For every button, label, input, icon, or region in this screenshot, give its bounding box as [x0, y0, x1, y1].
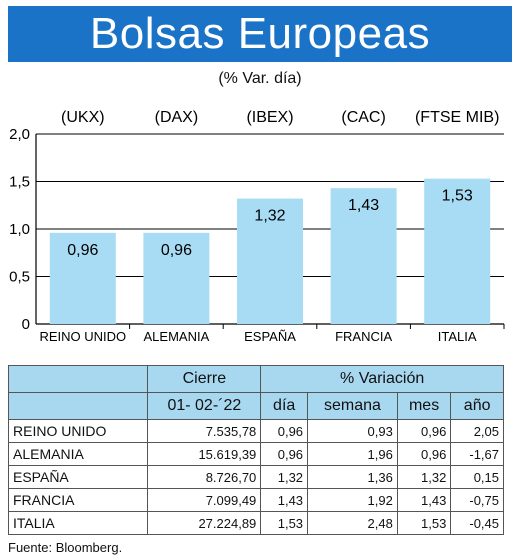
row-name: FRANCIA: [7, 488, 149, 512]
row-dia: 0,96: [260, 442, 309, 466]
row-name: ITALIA: [7, 511, 149, 535]
x-category-label: ALEMANIA: [144, 329, 210, 344]
index-label: (UKX): [61, 109, 105, 126]
table-corner: [7, 365, 149, 393]
index-label: (FTSE MIB): [415, 109, 499, 126]
row-name: ALEMANIA: [7, 442, 149, 466]
table-group-header-row: Cierre % Variación: [7, 365, 504, 393]
row-ano: 2,05: [450, 419, 504, 443]
row-semana: 0,93: [307, 419, 398, 443]
column-header-dia: día: [260, 392, 309, 420]
table-column-header-row: 01- 02-´22 día semana mes año: [7, 392, 504, 420]
table-row: REINO UNIDO 7.535,78 0,96 0,93 0,96 2,05: [7, 419, 504, 443]
bar-value-label: 0,96: [161, 242, 192, 259]
table-row: ITALIA 27.224,89 1,53 2,48 1,53 -0,45: [7, 511, 504, 535]
row-ano: -0,45: [450, 511, 504, 535]
x-category-label: ESPAÑA: [244, 329, 296, 344]
y-tick-label: 0,5: [9, 269, 30, 286]
row-cierre: 7.535,78: [147, 419, 262, 443]
bar-value-label: 0,96: [67, 242, 98, 259]
row-semana: 1,92: [307, 488, 398, 512]
chart-title: Bolsas Europeas: [89, 9, 431, 58]
table-row: ESPAÑA 8.726,70 1,32 1,36 1,32 0,15: [7, 465, 504, 489]
column-header-mes: mes: [396, 392, 452, 420]
y-tick-label: 1,0: [9, 221, 30, 238]
index-label: (CAC): [341, 109, 385, 126]
bar-chart: 0 0,5 1,0 1,5 2,0 0,96 REINO UNIDO (UKX) 0,96 ALE…: [9, 109, 505, 344]
title-banner: Bolsas Europeas: [8, 6, 512, 62]
row-mes: 0,96: [396, 419, 452, 443]
chart-subtitle: (% Var. día): [218, 70, 302, 87]
row-dia: 0,96: [260, 419, 309, 443]
row-ano: -1,67: [450, 442, 504, 466]
column-header-semana: semana: [307, 392, 398, 420]
row-name: ESPAÑA: [7, 465, 149, 489]
bar: [49, 232, 116, 324]
bar: [330, 188, 397, 324]
row-semana: 1,36: [307, 465, 398, 489]
row-mes: 1,32: [396, 465, 452, 489]
group-header-variacion: % Variación: [260, 365, 504, 393]
index-label: (IBEX): [246, 109, 293, 126]
row-dia: 1,43: [260, 488, 309, 512]
row-cierre: 27.224,89: [147, 511, 262, 535]
bar-value-label: 1,43: [348, 197, 379, 214]
source-note: Fuente: Bloomberg.: [8, 540, 123, 555]
column-header-date: 01- 02-´22: [147, 392, 262, 420]
row-ano: -0,75: [450, 488, 504, 512]
bar: [237, 198, 303, 324]
x-category-label: ITALIA: [438, 329, 477, 344]
table-row: ALEMANIA 15.619,39 0,96 1,96 0,96 -1,67: [7, 442, 504, 466]
row-name: REINO UNIDO: [7, 419, 149, 443]
row-mes: 0,96: [396, 442, 452, 466]
row-ano: 0,15: [450, 465, 504, 489]
index-label: (DAX): [155, 109, 199, 126]
bar-value-label: 1,53: [442, 188, 473, 205]
table-row: FRANCIA 7.099,49 1,43 1,92 1,43 -0,75: [7, 488, 504, 512]
row-cierre: 15.619,39: [147, 442, 262, 466]
row-dia: 1,32: [260, 465, 309, 489]
bar: [424, 178, 491, 324]
row-cierre: 8.726,70: [147, 465, 262, 489]
bar-value-label: 1,32: [254, 208, 285, 225]
row-semana: 1,96: [307, 442, 398, 466]
y-tick-label: 0: [22, 316, 30, 333]
column-header-ano: año: [450, 392, 504, 420]
row-mes: 1,43: [396, 488, 452, 512]
bar: [143, 232, 210, 324]
x-category-label: REINO UNIDO: [39, 329, 126, 344]
y-tick-label: 2,0: [9, 126, 30, 143]
data-table: Cierre % Variación 01- 02-´22 día semana…: [7, 365, 504, 535]
group-header-cierre: Cierre: [147, 365, 262, 393]
row-dia: 1,53: [260, 511, 309, 535]
y-tick-label: 1,5: [9, 174, 30, 191]
table-corner-2: [7, 392, 149, 420]
x-category-label: FRANCIA: [335, 329, 392, 344]
row-semana: 2,48: [307, 511, 398, 535]
row-mes: 1,53: [396, 511, 452, 535]
row-cierre: 7.099,49: [147, 488, 262, 512]
